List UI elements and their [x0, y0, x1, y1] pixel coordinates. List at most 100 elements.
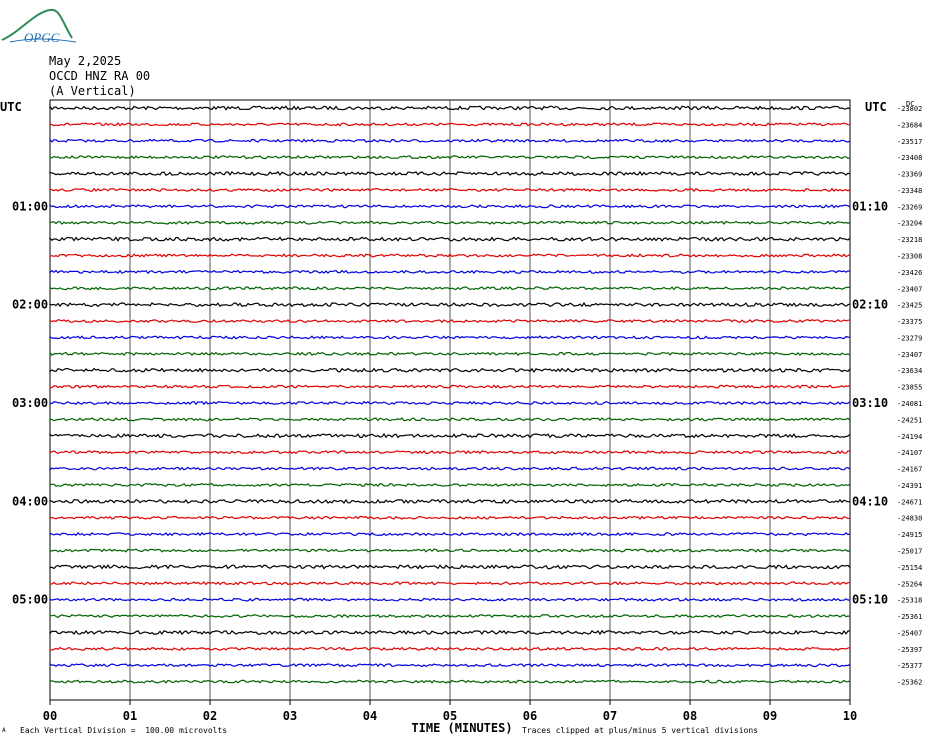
seismic-trace: [49, 646, 851, 651]
seismic-trace: [49, 384, 851, 389]
dc-offset-label: -23426: [897, 269, 922, 277]
dc-offset-label: -23802: [897, 105, 922, 113]
seismic-trace: [49, 482, 851, 487]
x-axis-label: TIME (MINUTES): [411, 721, 512, 735]
dc-offset-label: -23407: [897, 351, 922, 359]
seismic-trace: [49, 498, 851, 504]
x-tick-label: 08: [683, 709, 697, 723]
seismic-trace: [49, 679, 851, 684]
seismic-trace: [49, 564, 851, 570]
seismic-trace: [49, 137, 851, 143]
x-tick-label: 00: [43, 709, 57, 723]
dc-header: DC: [906, 100, 914, 108]
footer-vertical-division: Each Vertical Division = 100.00 microvol…: [20, 726, 228, 735]
x-tick-label: 06: [523, 709, 537, 723]
left-time-label: 05:00: [12, 593, 48, 607]
dc-offset-label: -23855: [897, 384, 922, 392]
seismic-trace: [49, 104, 851, 111]
seismic-trace: [49, 367, 851, 373]
right-time-label: 01:10: [852, 199, 888, 213]
seismic-trace: [49, 154, 851, 160]
x-tick-label: 09: [763, 709, 777, 723]
dc-offset-label: -25154: [897, 564, 922, 572]
seismic-trace: [49, 302, 851, 308]
seismic-trace: [49, 236, 851, 242]
right-time-label: 02:10: [852, 298, 888, 312]
dc-offset-label: -23308: [897, 253, 922, 261]
utc-left-label: UTC: [0, 100, 22, 114]
dc-offset-label: -23517: [897, 138, 922, 146]
seismic-trace: [49, 629, 851, 636]
seismic-trace: [49, 613, 851, 619]
dc-offset-label: -25318: [897, 597, 922, 605]
utc-right-label: UTC: [865, 100, 887, 114]
dc-offset-label: -23369: [897, 171, 922, 179]
dc-offset-label: -24671: [897, 498, 922, 506]
dc-offset-label: -23204: [897, 220, 922, 228]
seismic-trace: [49, 581, 851, 586]
header-component: (A Vertical): [49, 84, 136, 98]
left-time-label: 04:00: [12, 494, 48, 508]
x-tick-label: 05: [443, 709, 457, 723]
dc-offset-label: -24167: [897, 466, 922, 474]
seismic-trace: [49, 187, 851, 193]
dc-offset-label: -23348: [897, 187, 922, 195]
footer-small-mark: A: [2, 727, 6, 734]
seismic-trace: [49, 335, 851, 340]
dc-offset-label: -23634: [897, 367, 922, 375]
right-time-label: 03:10: [852, 396, 888, 410]
trace-group: [49, 104, 851, 684]
dc-offset-label: -23407: [897, 285, 922, 293]
seismic-trace: [49, 662, 851, 668]
seismic-trace: [49, 350, 851, 356]
seismic-trace: [49, 122, 851, 127]
x-tick-label: 01: [123, 709, 137, 723]
right-time-label: 05:10: [852, 593, 888, 607]
x-tick-label: 10: [843, 709, 857, 723]
dc-offset-label: -24194: [897, 433, 922, 441]
dc-offset-label: -24251: [897, 416, 922, 424]
dc-offset-label: -25377: [897, 662, 922, 670]
seismic-trace: [49, 170, 851, 177]
seismic-trace: [49, 400, 851, 406]
dc-offset-label: -24830: [897, 515, 922, 523]
seismic-trace: [49, 220, 851, 225]
dc-offset-label: -24081: [897, 400, 922, 408]
dc-offset-label: -23218: [897, 236, 922, 244]
header-station: OCCD HNZ RA 00: [49, 69, 151, 83]
seismic-trace: [49, 548, 851, 553]
seismic-trace: [49, 269, 851, 275]
right-time-label: 04:10: [852, 494, 888, 508]
seismic-trace: [49, 204, 851, 209]
seismic-trace: [49, 253, 851, 258]
dc-offset-label: -23269: [897, 203, 922, 211]
footer-clip-note: Traces clipped at plus/minus 5 vertical …: [522, 726, 759, 735]
seismic-trace: [49, 532, 851, 537]
left-time-label: 02:00: [12, 298, 48, 312]
seismic-trace: [49, 433, 851, 439]
seismic-trace: [49, 450, 851, 455]
seismic-trace: [49, 597, 851, 602]
seismic-trace: [49, 417, 851, 422]
dc-offset-label: -23408: [897, 154, 922, 162]
ofgc-logo-icon: OPGC: [1, 8, 77, 45]
dc-offset-label: -23425: [897, 302, 922, 310]
dc-offset-label: -25361: [897, 613, 922, 621]
x-tick-label: 07: [603, 709, 617, 723]
dc-offset-label: -25017: [897, 548, 922, 556]
x-tick-label: 02: [203, 709, 217, 723]
x-tick-label: 03: [283, 709, 297, 723]
dc-offset-label: -24107: [897, 449, 922, 457]
dc-offset-label: -25362: [897, 679, 922, 687]
left-time-label: 01:00: [12, 199, 48, 213]
dc-offset-label: -25407: [897, 629, 922, 637]
seismic-trace: [49, 515, 851, 520]
seismic-trace: [49, 466, 851, 472]
dc-offset-label: -25397: [897, 646, 922, 654]
dc-offset-label: -23375: [897, 318, 922, 326]
x-tick-label: 04: [363, 709, 377, 723]
seismic-trace: [49, 286, 851, 291]
dc-offset-label: -23279: [897, 334, 922, 342]
